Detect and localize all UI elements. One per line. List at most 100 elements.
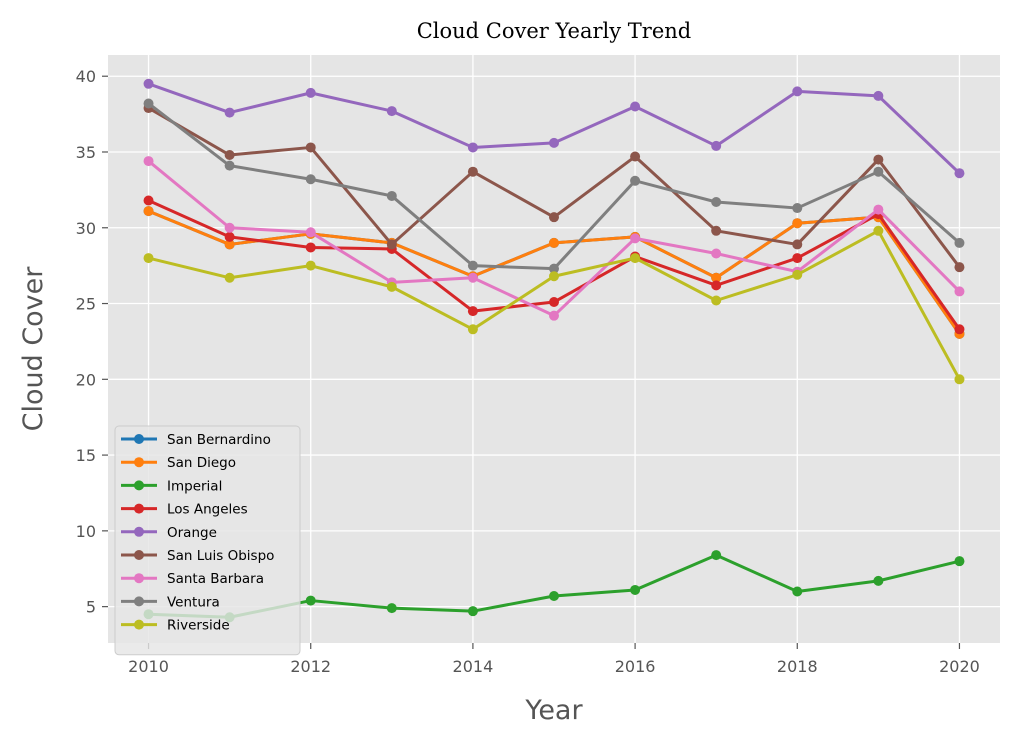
data-point-santa-barbara xyxy=(711,248,722,259)
data-point-san-luis-obispo xyxy=(792,239,803,250)
data-point-imperial xyxy=(386,603,397,614)
y-tick-label: 5 xyxy=(86,598,96,617)
data-point-los-angeles xyxy=(549,297,559,308)
data-point-santa-barbara xyxy=(873,204,884,215)
x-axis-label: Year xyxy=(524,695,583,726)
data-point-san-luis-obispo xyxy=(954,262,965,273)
data-point-san-luis-obispo xyxy=(630,151,641,162)
data-point-san-luis-obispo xyxy=(873,154,884,165)
data-point-ventura xyxy=(467,260,478,271)
series-layer xyxy=(143,78,965,623)
data-point-ventura xyxy=(386,190,397,201)
legend-item-san-diego: San Diego xyxy=(121,455,236,471)
legend-label: Riverside xyxy=(167,618,230,634)
x-tick-label: 2014 xyxy=(453,657,494,676)
legend-label: San Luis Obispo xyxy=(167,548,274,564)
data-point-orange xyxy=(386,106,397,117)
legend-label: Orange xyxy=(167,525,217,541)
legend-item-riverside: Riverside xyxy=(121,618,230,634)
legend-swatch-marker xyxy=(134,619,144,630)
data-point-orange xyxy=(792,86,803,97)
data-point-imperial xyxy=(467,606,478,617)
data-point-riverside xyxy=(630,253,641,264)
data-point-ventura xyxy=(873,166,884,177)
legend-label: San Bernardino xyxy=(167,432,271,448)
data-point-los-angeles xyxy=(711,280,722,291)
x-tick-label: 2012 xyxy=(290,657,331,676)
data-point-orange xyxy=(305,87,316,98)
data-point-ventura xyxy=(224,160,235,171)
legend-item-santa-barbara: Santa Barbara xyxy=(121,571,264,587)
legend-label: Imperial xyxy=(167,478,222,494)
y-axis-ticks: 5 10 15 20 25 30 35 40 xyxy=(76,67,108,617)
data-point-orange xyxy=(711,140,722,151)
data-point-los-angeles xyxy=(143,195,154,206)
x-tick-label: 2016 xyxy=(615,657,656,676)
series-ventura xyxy=(143,98,965,274)
series-san-luis-obispo xyxy=(143,103,965,273)
data-point-imperial xyxy=(792,586,803,597)
data-point-san-diego xyxy=(792,218,803,229)
data-point-san-luis-obispo xyxy=(549,212,559,223)
data-point-los-angeles xyxy=(792,253,803,264)
legend-item-san-luis-obispo: San Luis Obispo xyxy=(121,548,274,564)
series-riverside xyxy=(143,225,965,385)
data-point-riverside xyxy=(305,260,316,271)
data-point-imperial xyxy=(549,591,559,602)
legend-label: Ventura xyxy=(167,594,220,610)
legend-swatch-marker xyxy=(134,434,144,444)
data-point-ventura xyxy=(711,197,722,207)
x-tick-label: 2018 xyxy=(777,657,818,676)
y-tick-label: 35 xyxy=(76,143,96,162)
legend: San Bernardino San Diego Imperial Los Angel… xyxy=(114,425,301,656)
data-point-imperial xyxy=(305,595,316,606)
data-point-riverside xyxy=(549,271,559,282)
chart-title: Cloud Cover Yearly Trend xyxy=(417,19,692,43)
data-point-orange xyxy=(630,101,641,112)
data-point-riverside xyxy=(873,225,884,236)
legend-item-los-angeles: Los Angeles xyxy=(121,502,248,518)
data-point-ventura xyxy=(792,203,803,214)
data-point-riverside xyxy=(711,295,722,306)
x-tick-label: 2020 xyxy=(939,657,980,676)
data-point-riverside xyxy=(386,281,397,292)
data-point-santa-barbara xyxy=(630,233,641,244)
data-point-los-angeles xyxy=(467,306,478,317)
data-point-riverside xyxy=(224,272,235,283)
data-point-san-diego xyxy=(224,239,235,250)
data-point-san-luis-obispo xyxy=(305,142,316,153)
data-point-los-angeles xyxy=(305,242,316,253)
legend-swatch-marker xyxy=(134,503,144,514)
data-point-san-luis-obispo xyxy=(224,150,235,161)
legend-label: Santa Barbara xyxy=(167,571,264,587)
legend-label: San Diego xyxy=(167,455,236,471)
data-point-los-angeles xyxy=(954,324,965,335)
legend-label: Los Angeles xyxy=(167,502,248,518)
legend-item-orange: Orange xyxy=(121,525,217,541)
data-point-san-diego xyxy=(711,272,722,283)
data-point-ventura xyxy=(954,237,965,248)
x-axis-ticks: 2010 2012 2014 2016 2018 2020 xyxy=(128,643,980,676)
data-point-orange xyxy=(224,107,235,118)
legend-swatch-marker xyxy=(134,550,144,560)
legend-item-imperial: Imperial xyxy=(121,478,222,494)
data-point-santa-barbara xyxy=(305,227,316,238)
data-point-ventura xyxy=(143,98,154,109)
y-axis-label: Cloud Cover xyxy=(18,266,49,432)
data-point-santa-barbara xyxy=(467,272,478,283)
legend-item-ventura: Ventura xyxy=(121,594,220,610)
data-point-riverside xyxy=(467,324,478,335)
legend-frame xyxy=(114,425,301,656)
data-point-imperial xyxy=(630,584,641,595)
series-orange xyxy=(143,78,965,179)
data-point-orange xyxy=(467,142,478,153)
y-tick-label: 20 xyxy=(76,370,96,389)
data-point-san-diego xyxy=(143,206,154,217)
data-point-san-luis-obispo xyxy=(711,225,722,236)
data-point-santa-barbara xyxy=(549,310,559,321)
series-los-angeles xyxy=(143,195,965,335)
data-point-ventura xyxy=(549,263,559,274)
x-tick-label: 2010 xyxy=(128,657,169,676)
